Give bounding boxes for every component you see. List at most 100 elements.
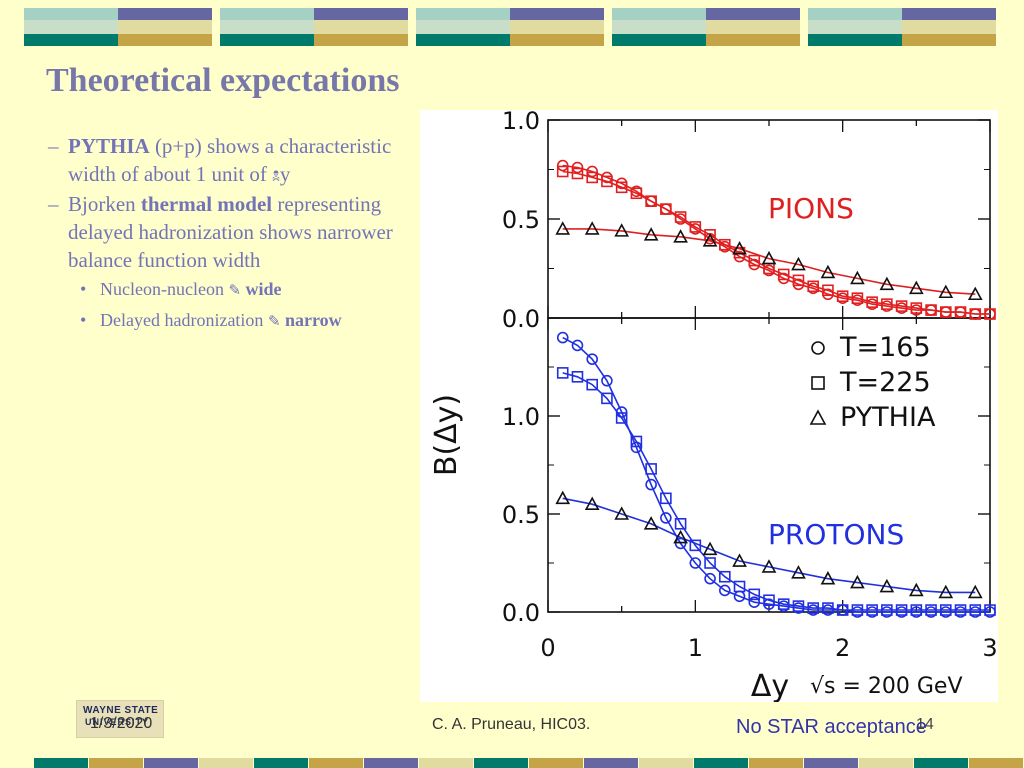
slide-title: Theoretical expectations xyxy=(46,62,400,99)
y-tick-label: 1.0 xyxy=(502,110,540,135)
page-number: 14 xyxy=(916,716,934,733)
subbullet-narrow: • Delayed hadronization ✎ narrow xyxy=(68,305,428,336)
x-tick-label: 2 xyxy=(835,634,850,662)
bottom-bar-segment xyxy=(364,758,418,768)
data-point-square xyxy=(586,171,598,184)
data-point-triangle xyxy=(673,529,688,544)
y-tick-label: 0.0 xyxy=(502,599,540,627)
data-point-triangle xyxy=(673,229,688,243)
bottom-bar-segment xyxy=(34,758,88,768)
bullet-text: representing delayed hadronization shows… xyxy=(68,192,393,272)
chart-svg: 0.0 0.5 1.0 0.0 0.5 1.0 0 1 2 3 T=165 T=225 PYTHIA B… xyxy=(429,107,998,704)
x-tick-label: 1 xyxy=(688,634,703,662)
data-point-square xyxy=(866,604,878,616)
data-point-triangle xyxy=(850,574,865,589)
legend-label: T=165 xyxy=(839,332,931,363)
data-point-square xyxy=(763,594,775,607)
data-point-circle xyxy=(645,478,657,491)
data-point-square xyxy=(748,588,761,601)
bottom-bar-segment xyxy=(914,758,968,768)
arrow-glyph-icon: ✎ xyxy=(267,312,281,330)
data-point-square xyxy=(571,167,584,180)
subbullet-text: Delayed hadronization xyxy=(100,310,268,330)
arrow-glyph-icon: ✎ xyxy=(228,281,242,299)
bullet-pythia: – PYTHIA (p+p) shows a characteristic wi… xyxy=(48,132,428,190)
balance-function-plot: 0.0 0.5 1.0 0.0 0.5 1.0 0 1 2 3 T=165 T=225 PYTHIA B… xyxy=(420,107,998,704)
data-point-circle xyxy=(601,374,613,387)
data-point-triangle xyxy=(908,280,924,295)
bottom-bar-segment xyxy=(199,758,253,768)
data-point-triangle xyxy=(702,233,718,247)
bottom-bar-segment xyxy=(309,758,363,768)
data-point-square xyxy=(910,302,923,314)
x-tick-label: 0 xyxy=(540,634,555,662)
series-line-pythia xyxy=(562,497,976,594)
data-point-square xyxy=(939,306,952,318)
data-point-triangle xyxy=(614,506,630,520)
subbullet-wide: • Nucleon-nucleon ✎ wide xyxy=(68,274,428,305)
bottom-bar-segment xyxy=(89,758,143,768)
bullet-list: – PYTHIA (p+p) shows a characteristic wi… xyxy=(48,132,428,336)
data-point-square xyxy=(910,604,923,616)
bottom-bar-segment xyxy=(639,758,693,768)
data-point-circle xyxy=(674,537,687,550)
data-point-triangle xyxy=(791,256,806,271)
data-point-triangle xyxy=(555,490,571,505)
bottom-bar-segment xyxy=(254,758,308,768)
data-point-triangle xyxy=(761,559,777,573)
data-point-triangle xyxy=(643,227,659,241)
data-point-square xyxy=(674,517,687,530)
data-point-triangle xyxy=(879,578,895,593)
legend-label: T=225 xyxy=(839,367,931,398)
legend-marker-square xyxy=(811,376,825,390)
data-point-circle xyxy=(689,557,702,569)
bottom-bar-segment xyxy=(474,758,528,768)
data-point-square xyxy=(822,602,834,614)
data-point-square xyxy=(601,175,613,188)
footer-author: C. A. Pruneau, HIC03. xyxy=(432,716,591,733)
bottom-bar-segment xyxy=(694,758,748,768)
bottom-bar-segment xyxy=(144,758,198,768)
data-point-square xyxy=(630,435,643,448)
subbullet-bold: narrow xyxy=(285,310,342,330)
data-point-square xyxy=(939,604,952,616)
top-decorative-bar xyxy=(24,8,998,46)
data-point-square xyxy=(954,604,967,616)
data-point-triangle xyxy=(732,241,747,255)
data-point-circle xyxy=(660,512,672,524)
data-point-square xyxy=(645,195,657,207)
delta-glyph-icon: 🕱 xyxy=(272,167,280,185)
bottom-decorative-bar xyxy=(34,758,1024,768)
data-point-square xyxy=(895,604,908,616)
data-point-circle xyxy=(556,331,569,344)
data-point-square xyxy=(718,238,731,251)
data-point-circle xyxy=(748,596,761,609)
series-line-t165 xyxy=(562,164,990,315)
data-point-triangle xyxy=(850,270,865,285)
data-point-triangle xyxy=(584,221,600,235)
energy-label: √s = 200 GeV xyxy=(810,674,963,699)
data-point-square xyxy=(792,600,805,612)
data-point-triangle xyxy=(938,584,954,599)
data-point-circle xyxy=(718,584,731,597)
data-point-circle xyxy=(586,165,598,178)
top-bar-block xyxy=(220,8,408,46)
pions-panel-label: PIONS xyxy=(768,192,854,225)
data-point-circle xyxy=(556,159,569,172)
footer-date: 1/3/2020 xyxy=(90,715,153,732)
y-tick-label: 0.5 xyxy=(502,206,540,234)
data-point-square xyxy=(866,296,878,308)
data-point-square xyxy=(630,187,643,200)
series-line-t165 xyxy=(562,336,990,613)
series-line-t225 xyxy=(562,372,990,611)
data-point-triangle xyxy=(702,541,718,556)
bullet-dot-icon: • xyxy=(80,310,87,330)
data-point-triangle xyxy=(614,223,630,237)
data-point-square xyxy=(718,570,731,583)
data-point-triangle xyxy=(967,584,983,599)
data-point-triangle xyxy=(555,221,571,235)
logo-line1: WAYNE STATE xyxy=(83,705,159,716)
y-tick-label: 0.5 xyxy=(502,501,540,529)
subbullet-text: Nucleon-nucleon xyxy=(100,279,229,299)
data-point-triangle xyxy=(908,582,924,597)
